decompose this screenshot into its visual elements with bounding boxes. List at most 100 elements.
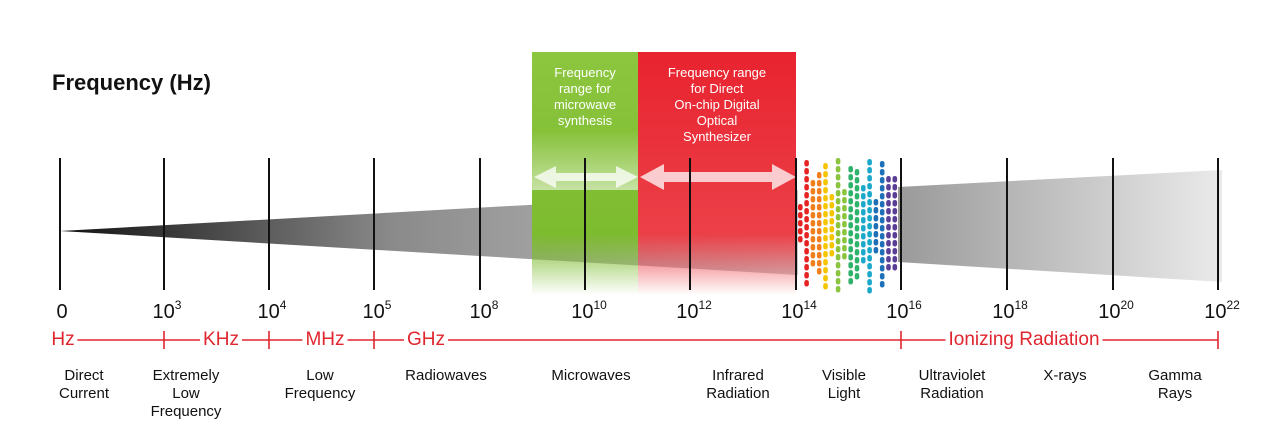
spectrum-dash: [892, 240, 898, 247]
category-line: Radiation: [706, 385, 770, 402]
spectrum-dash: [829, 242, 835, 249]
category-visible-light: Visible Light: [822, 367, 866, 403]
category-gamma-rays: Gamma Rays: [1148, 367, 1201, 403]
spectrum-dash: [886, 184, 891, 191]
tick-exponent: 16: [908, 298, 922, 312]
category-line: Infrared: [712, 367, 764, 384]
spectrum-dash: [854, 193, 860, 200]
spectrum-dash: [823, 187, 828, 194]
tick-exponent: 12: [698, 298, 712, 312]
spectrum-dash: [861, 257, 866, 264]
tick-label: 0: [56, 298, 67, 324]
category-line: Low: [306, 367, 334, 384]
spectrum-dash: [886, 264, 891, 271]
visible-spectrum: [798, 158, 898, 294]
spectrum-dash: [810, 260, 816, 267]
spectrum-dash: [804, 272, 809, 279]
spectrum-dash: [804, 168, 809, 175]
tick-base: 10: [257, 301, 280, 323]
spectrum-dash: [854, 169, 860, 176]
spectrum-dash: [804, 248, 809, 255]
band-mhz: MHz: [302, 329, 348, 351]
tick-exponent: 5: [384, 298, 392, 312]
category-microwaves: Microwaves: [551, 367, 630, 385]
category-line: Ultraviolet: [918, 367, 986, 384]
tick-label: 1014: [781, 298, 817, 324]
spectrum-dash: [848, 214, 853, 221]
spectrum-dash: [867, 159, 872, 166]
spectrum-dash: [879, 193, 885, 200]
band-khz: KHz: [200, 329, 242, 351]
tick-exponent: 3: [174, 298, 182, 312]
spectrum-dash: [816, 180, 822, 187]
spectrum-dash: [842, 221, 847, 228]
spectrum-dash: [835, 246, 841, 253]
tick-label: 1012: [676, 298, 712, 324]
category-radiowaves: Radiowaves: [405, 367, 487, 385]
tick-exponent: 22: [1226, 298, 1240, 312]
band-hz: Hz: [48, 329, 78, 351]
spectrum-dash: [804, 208, 809, 215]
spectrum-dash: [823, 211, 828, 218]
spectrum-dash: [804, 232, 809, 239]
spectrum-dash: [816, 196, 822, 203]
band-ionizing: Ionizing Radiation: [945, 329, 1103, 351]
spectrum-dash: [810, 180, 816, 187]
spectrum-dash: [835, 174, 841, 181]
spectrum-dash: [810, 196, 816, 203]
spectrum-dash: [848, 230, 853, 237]
spectrum-dash: [835, 166, 841, 173]
spectrum-dash: [867, 271, 872, 278]
spectrum-dash: [829, 218, 835, 225]
spectrum-dash: [854, 177, 860, 184]
spectrum-dash: [804, 256, 809, 263]
spectrum-dash: [886, 232, 891, 239]
spectrum-dash: [835, 286, 841, 293]
tick-base: 10: [781, 301, 804, 323]
spectrum-dash: [848, 182, 853, 189]
spectrum-dash: [879, 209, 885, 216]
spectrum-dash: [879, 257, 885, 264]
spectrum-dash: [892, 264, 898, 271]
spectrum-dash: [816, 252, 822, 259]
spectrum-dash: [804, 280, 809, 287]
spectrum-dash: [892, 192, 898, 199]
spectrum-dash: [854, 209, 860, 216]
spectrum-dash: [892, 224, 898, 231]
spectrum-dash: [816, 212, 822, 219]
category-line: Current: [58, 385, 110, 402]
tick-base: 10: [1204, 301, 1227, 323]
spectrum-dash: [810, 204, 816, 211]
category-line: Radiation: [920, 385, 984, 402]
spectrum-dash: [861, 225, 866, 232]
spectrum-dash: [848, 198, 853, 205]
spectrum-dash: [804, 184, 809, 191]
spectrum-dash: [861, 185, 866, 192]
spectrum-dash: [861, 241, 866, 248]
spectrum-dash: [804, 192, 809, 199]
spectrum-dash: [823, 179, 828, 186]
tick-exponent: 18: [1014, 298, 1028, 312]
spectrum-dash: [867, 191, 872, 198]
spectrum-dash: [804, 200, 809, 207]
microwave-box-line: Frequency: [554, 65, 616, 80]
spectrum-dash: [892, 200, 898, 207]
spectrum-dash: [879, 225, 885, 232]
spectrum-dash: [823, 283, 828, 290]
spectrum-dash: [848, 166, 853, 173]
spectrum-dash: [892, 216, 898, 223]
spectrum-dash: [886, 192, 891, 199]
optical-box-line: for Direct: [690, 81, 744, 96]
tick-label: 108: [470, 298, 499, 324]
spectrum-dash: [829, 234, 835, 241]
spectrum-dash: [854, 217, 860, 224]
tick-label: 103: [153, 298, 182, 324]
spectrum-dash: [848, 174, 853, 181]
spectrum-dash: [823, 267, 828, 274]
optical-box-line: Synthesizer: [683, 129, 751, 144]
tick-lines: [59, 158, 1219, 290]
spectrum-dash: [873, 223, 879, 230]
spectrum-dash: [823, 171, 828, 178]
tick-exponent: 10: [593, 298, 607, 312]
spectrum-dash: [823, 259, 828, 266]
